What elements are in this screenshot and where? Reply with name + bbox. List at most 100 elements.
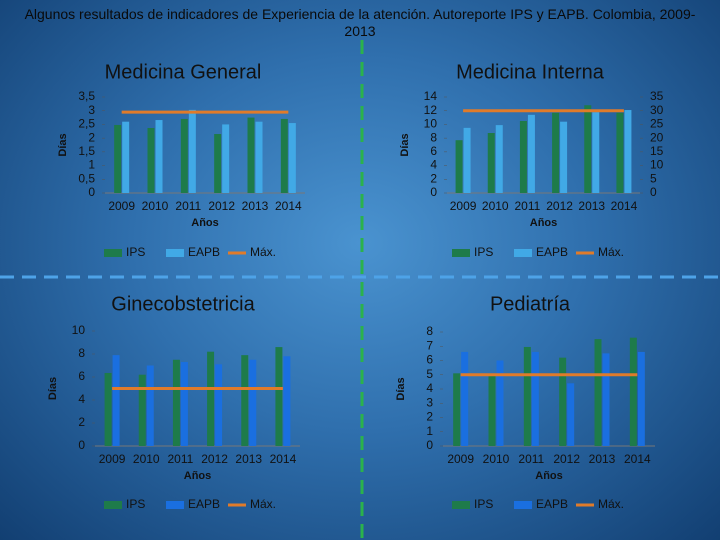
legend-swatch: [104, 249, 122, 257]
y-tick-label: 8: [426, 324, 433, 338]
bar: [463, 127, 471, 193]
x-tick-label: 2011: [515, 199, 541, 213]
legend-swatch: [452, 501, 470, 509]
x-tick-label: 2011: [168, 452, 194, 466]
x-tick-label: 2011: [518, 452, 544, 466]
y2-tick-label: 25: [650, 117, 664, 131]
y-tick-label: 0: [78, 438, 85, 452]
y-axis-label: Días: [47, 377, 59, 400]
x-tick-label: 2013: [242, 199, 269, 213]
legend-label: Máx.: [250, 245, 276, 259]
x-axis-label: Años: [535, 470, 563, 482]
bar: [214, 134, 222, 193]
bar: [552, 112, 560, 193]
x-tick-label: 2013: [578, 199, 605, 213]
x-tick-label: 2014: [275, 199, 302, 213]
x-tick-label: 2009: [450, 199, 477, 213]
bar: [616, 112, 624, 193]
y-tick-label: 8: [430, 130, 437, 144]
bar: [114, 124, 122, 193]
legend-label: Máx.: [598, 245, 624, 259]
bar: [188, 109, 196, 193]
y-tick-label: 2: [78, 415, 85, 429]
y-tick-label: 2: [430, 171, 437, 185]
y-axis-label: Días: [395, 377, 407, 400]
bar: [519, 121, 527, 193]
x-tick-label: 2013: [589, 452, 616, 466]
y-axis-label: Días: [399, 133, 411, 156]
bar: [602, 353, 610, 446]
bar: [207, 351, 215, 446]
bar: [624, 110, 632, 193]
bar: [637, 351, 645, 446]
bar: [527, 114, 535, 193]
bar: [146, 365, 154, 446]
bar: [523, 346, 531, 446]
y-tick-label: 12: [424, 103, 438, 117]
bar: [453, 373, 461, 446]
x-axis-label: Años: [184, 470, 212, 482]
bar: [215, 364, 223, 446]
bar: [180, 118, 188, 193]
bar: [531, 351, 539, 446]
bar: [488, 374, 496, 446]
x-tick-label: 2014: [270, 452, 297, 466]
legend-swatch: [514, 249, 532, 257]
y-tick-label: 6: [78, 369, 85, 383]
x-tick-label: 2009: [99, 452, 126, 466]
bar: [172, 359, 180, 446]
y2-tick-label: 10: [650, 158, 664, 172]
x-axis-label: Años: [530, 217, 558, 229]
x-tick-label: 2012: [208, 199, 235, 213]
legend-label: IPS: [126, 245, 145, 259]
page-title: Algunos resultados de indicadores de Exp…: [24, 6, 696, 39]
x-tick-label: 2012: [553, 452, 580, 466]
bar: [138, 374, 146, 446]
y2-tick-label: 15: [650, 144, 664, 158]
legend-label: IPS: [474, 497, 493, 511]
legend-label: EAPB: [188, 497, 220, 511]
x-tick-label: 2009: [447, 452, 474, 466]
y-tick-label: 4: [430, 158, 437, 172]
bar: [496, 360, 504, 446]
bar: [241, 355, 249, 446]
y-tick-label: 7: [426, 338, 433, 352]
chart-title: Medicina General: [105, 61, 262, 83]
legend-label: Máx.: [250, 497, 276, 511]
y-tick-label: 0: [426, 438, 433, 452]
y-tick-label: 6: [426, 353, 433, 367]
legend-label: EAPB: [536, 245, 568, 259]
bar: [249, 359, 257, 446]
x-tick-label: 2009: [108, 199, 135, 213]
legend-swatch: [452, 249, 470, 257]
y-tick-label: 1: [88, 158, 95, 172]
bar: [112, 355, 120, 446]
y-axis-label: Días: [57, 133, 69, 156]
bar: [594, 339, 602, 446]
x-axis-label: Años: [191, 217, 219, 229]
y2-tick-label: 0: [650, 185, 657, 199]
bar: [560, 121, 568, 193]
bar: [155, 120, 163, 193]
bar: [275, 347, 283, 446]
bar: [487, 133, 495, 193]
bar: [147, 127, 155, 193]
bar: [461, 351, 469, 446]
y2-tick-label: 30: [650, 103, 664, 117]
bar: [629, 337, 637, 446]
y-tick-label: 0: [430, 185, 437, 199]
chart-title: Medicina Interna: [456, 61, 605, 83]
y-tick-label: 2: [88, 130, 95, 144]
bar: [122, 121, 130, 193]
x-tick-label: 2011: [175, 199, 201, 213]
y-tick-label: 2,5: [78, 117, 95, 131]
y-tick-label: 6: [430, 144, 437, 158]
x-tick-label: 2010: [482, 199, 509, 213]
x-tick-label: 2014: [611, 199, 638, 213]
y-tick-label: 14: [424, 89, 438, 103]
y-tick-label: 4: [426, 381, 433, 395]
bar: [180, 362, 188, 446]
x-tick-label: 2010: [133, 452, 160, 466]
